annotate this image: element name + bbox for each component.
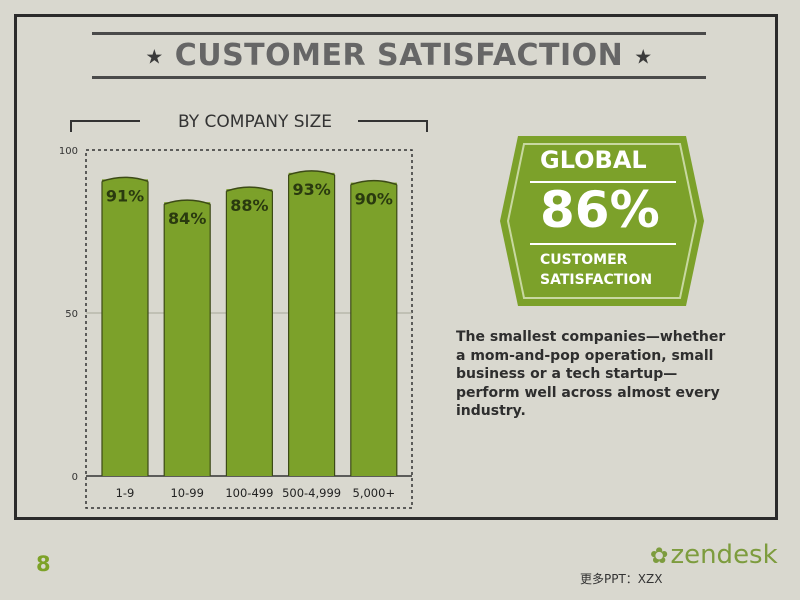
bar	[102, 179, 148, 476]
bar-cap	[226, 186, 273, 192]
description-text: The smallest companies—whether a mom-and…	[456, 329, 726, 419]
global-caption: CUSTOMER SATISFACTION	[540, 252, 653, 288]
slide-frame	[14, 14, 778, 520]
bar-cap	[350, 179, 398, 186]
star-icon: ★	[634, 44, 653, 69]
category-label: 5,000+	[353, 486, 396, 500]
data-label: 84%	[168, 209, 206, 228]
category-label: 100-499	[225, 486, 273, 500]
logo-text: zendesk	[670, 540, 778, 570]
bar	[226, 189, 273, 476]
title-rule-bottom	[92, 76, 706, 79]
chart-subtitle: BY COMPANY SIZE	[178, 112, 332, 132]
bar	[288, 172, 335, 476]
category-label: 1-9	[116, 486, 135, 500]
title-rule-top	[92, 32, 706, 35]
zendesk-logo: ✿zendesk	[650, 540, 778, 570]
y-tick-label: 50	[65, 309, 78, 320]
zendesk-knot-icon: ✿	[650, 544, 669, 569]
star-icon: ★	[145, 44, 164, 69]
data-label: 91%	[106, 186, 144, 205]
page-number: 8	[36, 552, 51, 576]
footer-note: 更多PPT：XZX	[580, 572, 663, 586]
page-title: ★ CUSTOMER SATISFACTION ★	[92, 38, 706, 74]
global-value: 86%	[540, 181, 660, 239]
data-label: 88%	[230, 196, 268, 215]
bar-cap	[101, 176, 149, 183]
subtitle-bracket-right	[358, 120, 428, 132]
global-heading: GLOBAL	[540, 146, 647, 174]
page-title-text: CUSTOMER SATISFACTION	[174, 38, 624, 73]
y-tick-label: 0	[72, 472, 78, 483]
plot-border	[85, 149, 413, 509]
category-label: 500-4,999	[282, 486, 341, 500]
category-label: 10-99	[170, 486, 203, 500]
bar	[164, 202, 211, 476]
y-tick-label: 100	[59, 146, 78, 157]
bar-cap	[288, 170, 335, 176]
global-badge	[500, 136, 704, 306]
data-label: 90%	[355, 190, 393, 209]
data-label: 93%	[292, 180, 330, 199]
bar	[350, 182, 397, 476]
subtitle-bracket-left	[70, 120, 140, 132]
bar-cap	[163, 199, 211, 205]
